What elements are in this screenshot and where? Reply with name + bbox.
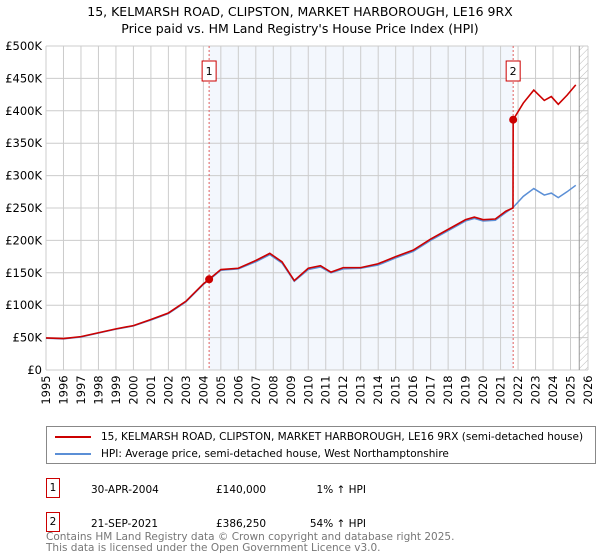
x-tick-label: 2018 — [441, 375, 455, 404]
hpi-change: 1% ↑ HPI — [316, 484, 366, 496]
x-tick-label: 2009 — [284, 375, 298, 404]
x-tick-label: 2021 — [494, 375, 508, 404]
x-tick-label: 2026 — [581, 375, 595, 404]
x-tick-label: 2022 — [511, 375, 525, 404]
x-tick-label: 2010 — [301, 375, 315, 404]
x-tick-label: 2003 — [179, 375, 193, 404]
x-tick-label: 2023 — [529, 375, 543, 404]
sale-marker-label: 2 — [510, 65, 517, 78]
x-tick-label: 1998 — [91, 375, 105, 404]
x-tick-label: 2017 — [424, 375, 438, 404]
x-tick-label: 2004 — [196, 375, 210, 404]
x-tick-label: 2005 — [214, 375, 228, 404]
marker-badge: 2 — [46, 512, 60, 532]
x-tick-label: 2014 — [371, 375, 385, 404]
footer-line: Contains HM Land Registry data © Crown c… — [46, 531, 455, 543]
x-tick-label: 1995 — [39, 375, 53, 404]
y-tick-label: £100K — [5, 298, 42, 312]
x-tick-label: 2019 — [459, 375, 473, 404]
chart-subtitle: Price paid vs. HM Land Registry's House … — [121, 21, 479, 36]
legend-label: 15, KELMARSH ROAD, CLIPSTON, MARKET HARB… — [101, 431, 584, 443]
x-tick-label: 2016 — [406, 375, 420, 404]
x-tick-label: 2013 — [354, 375, 368, 404]
x-tick-label: 2000 — [126, 375, 140, 404]
sale-point — [509, 115, 518, 124]
legend-item-hpi: HPI: Average price, semi-detached house,… — [55, 448, 449, 460]
y-tick-label: £500K — [5, 39, 42, 53]
sale-point — [205, 275, 214, 284]
y-tick-label: £50K — [13, 331, 43, 345]
x-tick-label: 2015 — [389, 375, 403, 404]
y-tick-label: £300K — [5, 169, 42, 183]
sale-marker-box — [505, 60, 521, 82]
y-tick-label: £350K — [5, 136, 42, 150]
date: 30-APR-2004 — [91, 484, 159, 496]
x-tick-label: 1997 — [74, 375, 88, 404]
x-tick-label: 2007 — [249, 375, 263, 404]
y-tick-label: £250K — [5, 201, 42, 215]
sale-marker-label: 1 — [206, 65, 213, 78]
x-tick-label: 2008 — [266, 375, 280, 404]
x-tick-label: 1999 — [109, 375, 123, 404]
legend-label: HPI: Average price, semi-detached house,… — [101, 448, 449, 460]
hpi-change: 54% ↑ HPI — [309, 518, 366, 530]
sale-marker-box — [201, 60, 217, 82]
x-tick-label: 2006 — [231, 375, 245, 404]
y-tick-label: £200K — [5, 233, 42, 247]
y-tick-label: £400K — [5, 104, 42, 118]
footer-line: This data is licensed under the Open Gov… — [46, 542, 381, 554]
legend: 15, KELMARSH ROAD, CLIPSTON, MARKET HARB… — [46, 426, 596, 464]
legend-item-property: 15, KELMARSH ROAD, CLIPSTON, MARKET HARB… — [55, 431, 583, 443]
footer: Contains HM Land Registry data © Crown c… — [46, 532, 454, 554]
chart-title: 15, KELMARSH ROAD, CLIPSTON, MARKET HARB… — [87, 4, 513, 19]
y-tick-label: £150K — [5, 266, 42, 280]
y-tick-label: £450K — [5, 71, 42, 85]
price-chart: 1995 1996 1997 1998 1999 2000 2001 2002 2003 2004… — [5, 39, 595, 405]
x-tick-label: 2024 — [546, 375, 560, 404]
marker-badge: 1 — [46, 478, 60, 498]
x-tick-label: 2020 — [476, 375, 490, 404]
x-tick-label: 2001 — [144, 375, 158, 404]
x-tick-label: 2011 — [319, 375, 333, 404]
x-tick-label: 2012 — [336, 375, 350, 404]
date: 21-SEP-2021 — [91, 518, 159, 530]
x-tick-label: 1996 — [56, 375, 70, 404]
x-tick-label: 2025 — [564, 375, 578, 404]
price: £140,000 — [216, 484, 267, 496]
price: £386,250 — [216, 518, 267, 530]
y-tick-label: £0 — [27, 363, 42, 377]
property-line — [45, 84, 577, 340]
x-tick-label: 2002 — [161, 375, 175, 404]
